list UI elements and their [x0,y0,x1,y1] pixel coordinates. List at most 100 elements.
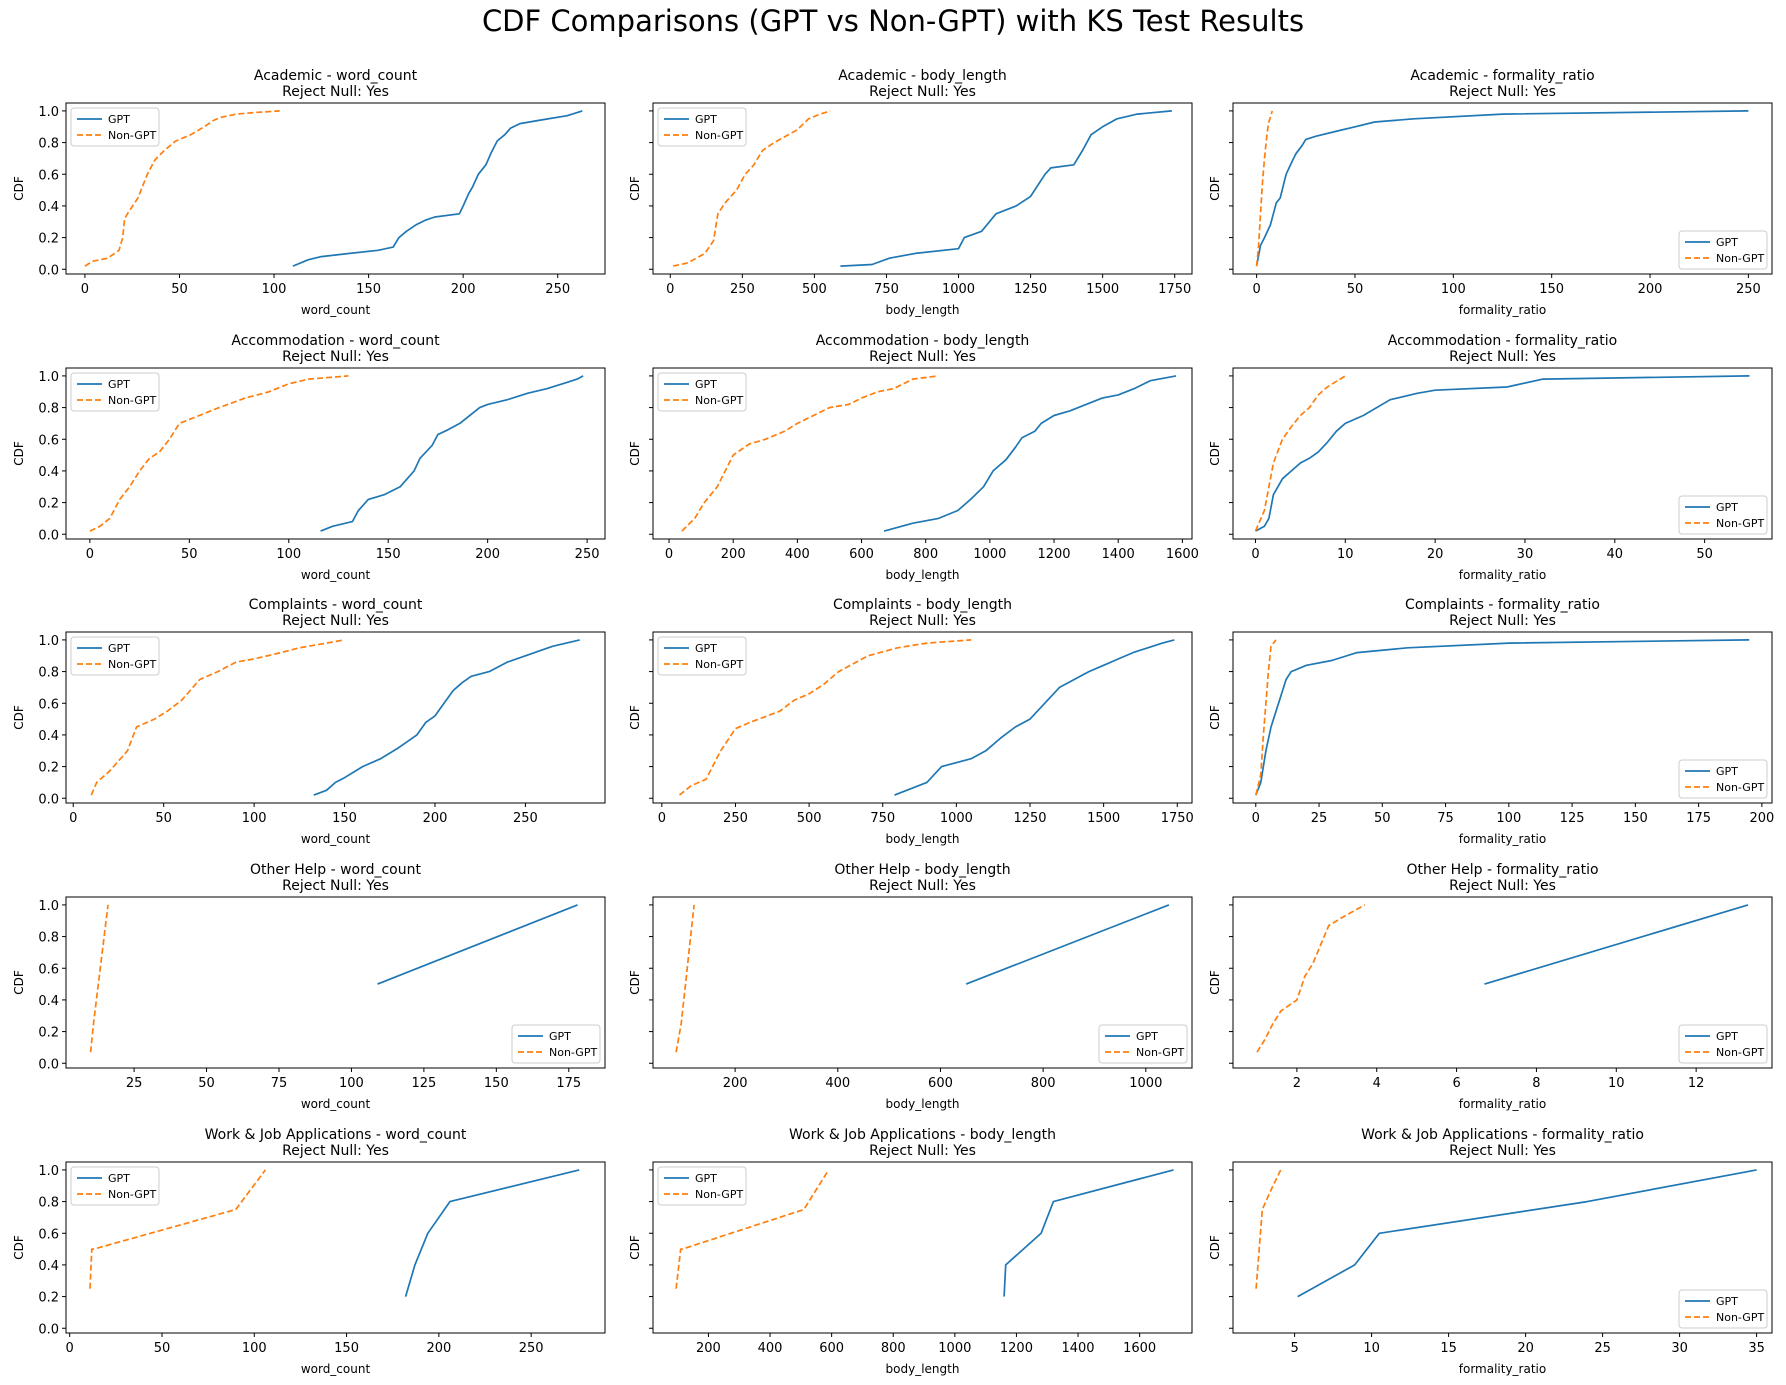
x-tick-label: 200 [451,282,476,297]
x-tick-label: 0 [1252,811,1260,826]
x-tick-label: 40 [1607,547,1624,562]
y-tick-label: 0.6 [38,962,59,977]
x-tick-label: 1200 [1000,1341,1033,1356]
subplot-subtitle: Reject Null: Yes [282,1143,389,1159]
non-gpt-cdf-line [1255,110,1274,267]
subplot-title: Accommodation - formality_ratio [1388,333,1617,349]
x-tick-label: 200 [426,1341,451,1356]
gpt-cdf-line [965,904,1170,985]
x-tick-label: 100 [1441,282,1466,297]
legend: GPT Non-GPT [70,372,160,412]
gpt-cdf-line [1255,110,1749,267]
axes-frame [652,896,1193,1069]
x-tick-label: 4 [1373,1076,1381,1091]
legend-gpt-label: GPT [108,378,130,391]
non-gpt-cdf-line [89,375,349,532]
subplot-subtitle: Reject Null: Yes [869,349,976,365]
x-tick-label: 1250 [1013,811,1046,826]
gpt-cdf-line [894,639,1175,796]
y-tick-label: 0.2 [38,1291,59,1306]
x-tick-label: 10 [1337,547,1354,562]
legend-non-gpt-label: Non-GPT [1716,781,1764,794]
subplot-title: Accommodation - body_length [816,333,1030,349]
x-tick-label: 750 [874,282,899,297]
x-tick-label: 150 [356,282,381,297]
x-tick-label: 30 [1517,547,1534,562]
x-tick-label: 100 [276,547,301,562]
legend: GPT Non-GPT [1678,759,1768,799]
subplot-title: Complaints - body_length [833,597,1012,613]
axes-frame [65,1161,606,1334]
x-tick-label: 1750 [1158,282,1191,297]
y-tick-label: 0.0 [38,1322,59,1337]
axes-frame [652,1161,1193,1334]
figure-title: CDF Comparisons (GPT vs Non-GPT) with KS… [481,4,1305,38]
x-tick-label: 400 [825,1076,850,1091]
x-tick-label: 250 [1736,282,1761,297]
subplot-subtitle: Reject Null: Yes [1449,1143,1556,1159]
y-tick-label: 0.8 [38,137,59,152]
gpt-cdf-line [840,110,1172,267]
x-tick-label: 25 [126,1076,143,1091]
x-tick-label: 250 [519,1341,544,1356]
x-tick-label: 1000 [973,547,1006,562]
x-tick-label: 0 [665,547,673,562]
subplot-title: Complaints - word_count [249,597,423,613]
x-tick-label: 8 [1532,1076,1540,1091]
x-tick-label: 250 [575,547,600,562]
x-tick-label: 750 [870,811,895,826]
x-tick-label: 150 [1623,811,1648,826]
legend-box [1678,759,1768,799]
x-tick-label: 600 [928,1076,953,1091]
x-tick-label: 1000 [942,282,975,297]
x-tick-label: 50 [155,811,172,826]
x-tick-label: 200 [423,811,448,826]
x-axis-label: formality_ratio [1459,832,1546,846]
non-gpt-cdf-line [89,904,109,1053]
legend-non-gpt-label: Non-GPT [695,1188,743,1201]
y-tick-label: 1.0 [38,1164,59,1179]
subplot-title: Academic - word_count [254,68,418,84]
subplot-subtitle: Reject Null: Yes [1449,84,1556,100]
gpt-cdf-line [883,375,1177,532]
legend: GPT Non-GPT [1678,1024,1768,1064]
x-axis-label: body_length [886,1097,960,1111]
x-tick-label: 6 [1452,1076,1460,1091]
x-tick-label: 0 [666,282,674,297]
y-tick-label: 0.8 [38,666,59,681]
y-axis-label: CDF [1208,705,1222,730]
legend-non-gpt-label: Non-GPT [1136,1046,1184,1059]
x-axis-label: word_count [301,568,371,582]
y-tick-label: 0.0 [38,792,59,807]
x-tick-label: 150 [334,1341,359,1356]
subplot-title: Work & Job Applications - word_count [205,1127,467,1143]
y-tick-label: 1.0 [38,899,59,914]
x-axis-label: word_count [301,1362,371,1376]
non-gpt-cdf-line [673,110,831,267]
x-tick-label: 1000 [940,811,973,826]
y-tick-label: 0.2 [38,497,59,512]
y-axis-label: CDF [12,176,26,201]
subplot-title: Accommodation - word_count [231,333,440,349]
x-tick-label: 800 [881,1341,906,1356]
x-tick-label: 500 [797,811,822,826]
subplot-title: Work & Job Applications - formality_rati… [1361,1127,1644,1143]
legend-gpt-label: GPT [695,642,717,655]
x-tick-label: 1400 [1102,547,1135,562]
x-tick-label: 1600 [1166,547,1199,562]
x-tick-label: 200 [723,1076,748,1091]
x-tick-label: 50 [198,1076,215,1091]
x-tick-label: 175 [556,1076,581,1091]
x-tick-label: 50 [171,282,188,297]
y-tick-label: 0.4 [38,200,59,215]
y-axis-label: CDF [12,441,26,466]
x-tick-label: 200 [475,547,500,562]
legend-gpt-label: GPT [695,113,717,126]
subplot-subtitle: Reject Null: Yes [1449,878,1556,894]
